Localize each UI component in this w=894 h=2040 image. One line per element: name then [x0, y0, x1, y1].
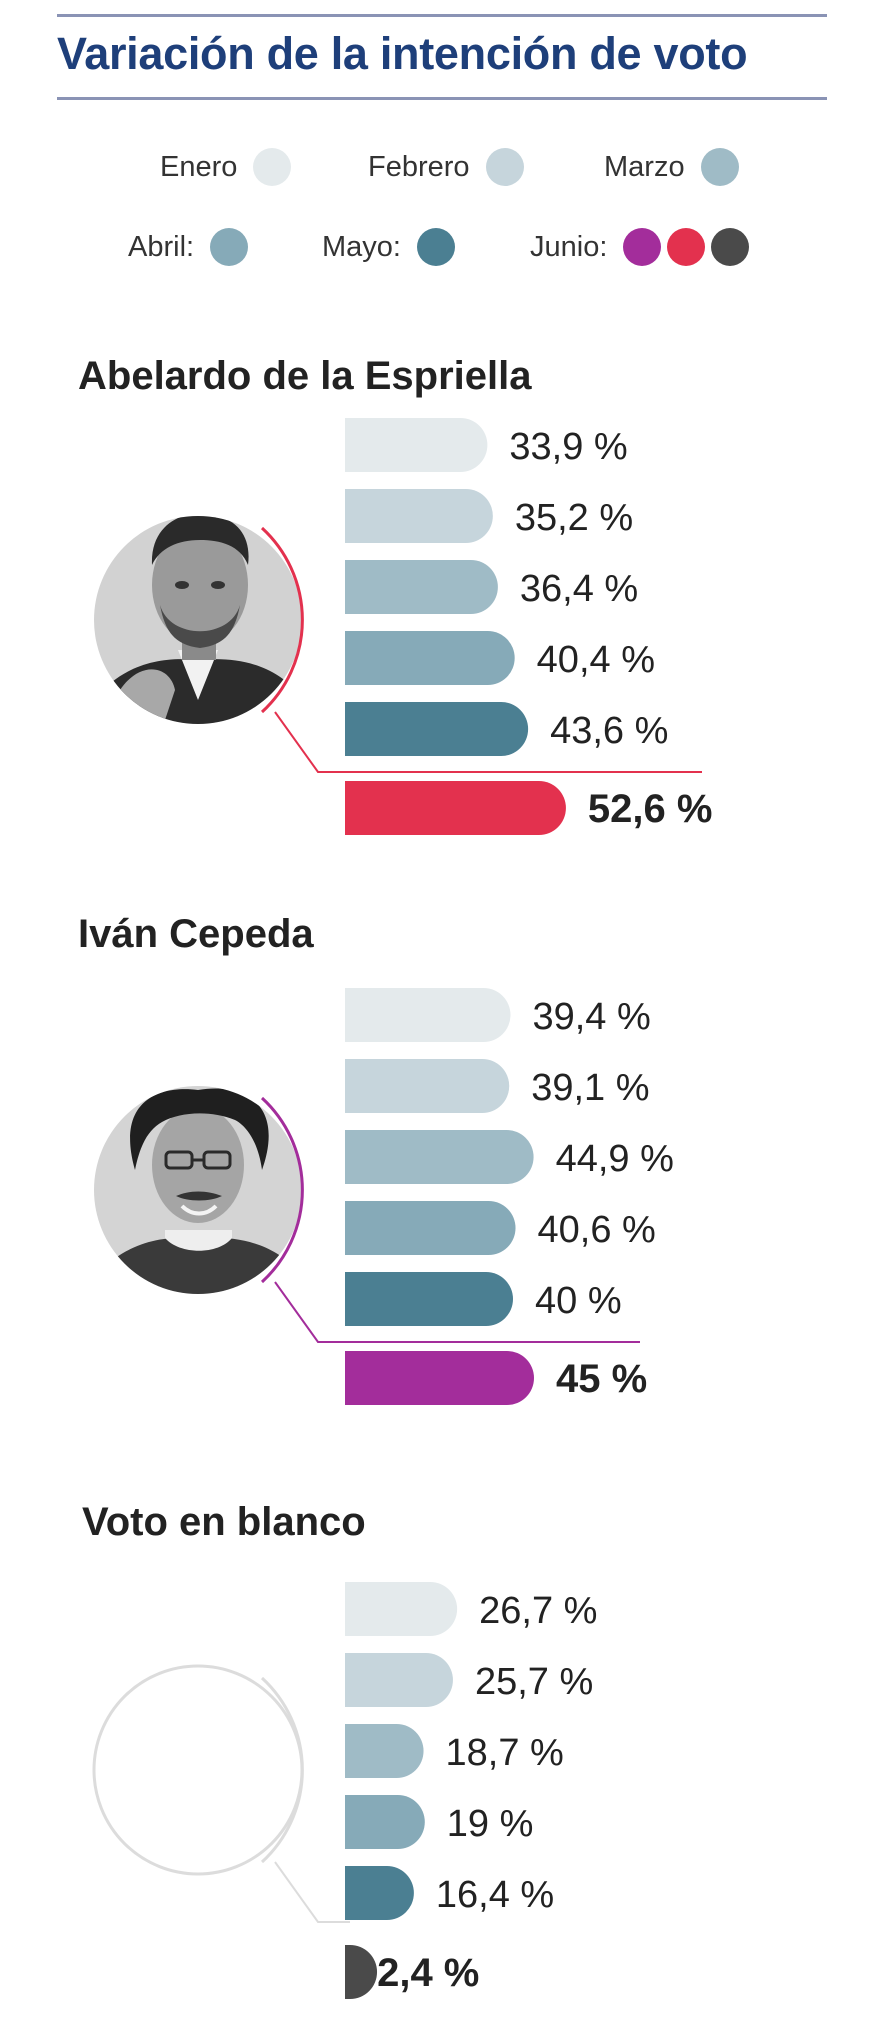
data-label-espriella-mayo: 43,6 %	[550, 710, 668, 752]
portrait-espriella	[94, 516, 302, 724]
legend-swatch-junio-purple	[623, 228, 662, 266]
legend-swatch	[253, 148, 292, 186]
data-label-voto-blanco-junio: 2,4 %	[377, 1951, 479, 1995]
data-label-voto-blanco-enero: 26,7 %	[479, 1590, 597, 1632]
bar-cepeda-enero	[345, 988, 511, 1042]
bar-cepeda-abril	[345, 1201, 516, 1255]
chart-title: Variación de la intención de voto	[57, 28, 748, 79]
legend-swatch	[416, 228, 455, 266]
bracket-voto-blanco	[260, 1676, 304, 1864]
bar-cepeda-febrero	[345, 1059, 510, 1113]
legend-label: Abril:	[128, 230, 195, 263]
legend-item-febrero: Febrero	[368, 148, 530, 186]
bar-voto-blanco-mayo	[345, 1866, 414, 1920]
bar-espriella-abril	[345, 631, 515, 685]
data-label-espriella-febrero: 35,2 %	[515, 497, 633, 539]
data-label-cepeda-marzo: 44,9 %	[556, 1138, 674, 1180]
bar-espriella-febrero	[345, 489, 493, 543]
bar-voto-blanco-marzo	[345, 1724, 424, 1778]
legend-item-abril: Abril:	[128, 228, 254, 266]
panel-title-voto-blanco: Voto en blanco	[82, 1500, 366, 1544]
panel-title-cepeda: Iván Cepeda	[78, 912, 314, 956]
legend-swatch	[700, 148, 739, 186]
bar-cepeda-marzo	[345, 1130, 534, 1184]
data-label-espriella-marzo: 36,4 %	[520, 568, 638, 610]
data-label-cepeda-junio: 45 %	[556, 1357, 647, 1401]
portrait-cepeda	[94, 1086, 302, 1294]
portrait-empty-circle	[92, 1664, 304, 1876]
data-label-voto-blanco-marzo: 18,7 %	[446, 1732, 564, 1774]
data-label-voto-blanco-febrero: 25,7 %	[475, 1661, 593, 1703]
legend-swatch	[210, 228, 249, 266]
legend-item-junio: Junio:	[530, 228, 755, 266]
legend-swatch-junio-gray	[711, 228, 750, 266]
legend-swatch	[485, 148, 524, 186]
legend-item-marzo: Marzo	[604, 148, 745, 186]
bar-espriella-mayo	[345, 702, 529, 756]
connector-cepeda	[274, 1281, 640, 1343]
bar-espriella-marzo	[345, 560, 498, 614]
bar-cepeda-junio	[345, 1351, 534, 1405]
legend-swatch-junio-red	[667, 228, 706, 266]
bracket-espriella	[260, 526, 304, 714]
legend-label: Enero	[160, 150, 238, 183]
data-label-espriella-junio: 52,6 %	[588, 787, 713, 831]
bar-cepeda-mayo	[345, 1272, 513, 1326]
data-label-cepeda-febrero: 39,1 %	[531, 1067, 649, 1109]
data-label-espriella-enero: 33,9 %	[509, 426, 627, 468]
connector-voto-blanco	[274, 1861, 350, 1923]
bracket-cepeda	[260, 1096, 304, 1284]
title-bottom-rule	[57, 97, 827, 100]
data-label-cepeda-mayo: 40 %	[535, 1280, 622, 1322]
bar-voto-blanco-febrero	[345, 1653, 453, 1707]
legend-item-enero: Enero	[160, 148, 297, 186]
bar-voto-blanco-abril	[345, 1795, 425, 1849]
legend-item-mayo: Mayo:	[322, 228, 461, 266]
data-label-cepeda-abril: 40,6 %	[538, 1209, 656, 1251]
data-label-voto-blanco-mayo: 16,4 %	[436, 1874, 554, 1916]
legend-label: Marzo	[604, 150, 685, 183]
legend-label: Junio:	[530, 230, 608, 263]
panel-title-espriella: Abelardo de la Espriella	[78, 354, 532, 398]
bar-espriella-enero	[345, 418, 488, 472]
bar-voto-blanco-enero	[345, 1582, 458, 1636]
data-label-voto-blanco-abril: 19 %	[447, 1803, 534, 1845]
legend-label: Mayo:	[322, 230, 401, 263]
data-label-espriella-abril: 40,4 %	[537, 639, 655, 681]
legend-label: Febrero	[368, 150, 470, 183]
title-top-rule	[57, 14, 827, 17]
bar-voto-blanco-junio	[345, 1945, 378, 1999]
connector-espriella	[274, 711, 702, 773]
bar-espriella-junio	[345, 781, 566, 835]
data-label-cepeda-enero: 39,4 %	[532, 996, 650, 1038]
